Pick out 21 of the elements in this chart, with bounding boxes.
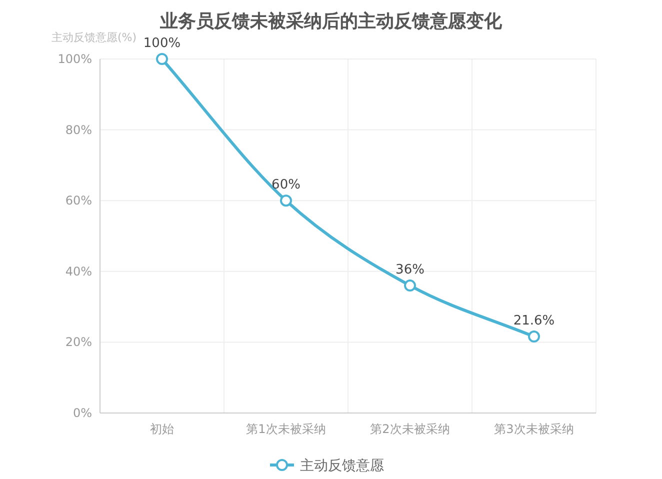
point	[528, 330, 540, 343]
legend-label: 主动反馈意愿	[300, 458, 384, 474]
x-tick-label: 初始	[150, 422, 174, 436]
y-tick-label: 80%	[65, 122, 92, 137]
y-tick-label: 0%	[72, 406, 92, 420]
x-tick-label: 第3次未被采纳	[494, 422, 574, 436]
chart-title: 业务员反馈未被采纳后的主动反馈意愿变化	[159, 11, 503, 32]
y-tick-label: 20%	[65, 335, 92, 350]
x-tick-label: 第1次未被采纳	[246, 422, 326, 436]
data-label: 100%	[143, 36, 181, 51]
x-tick-label: 第2次未被采纳	[370, 422, 450, 436]
y-tick-label: 40%	[65, 264, 92, 278]
point	[404, 280, 416, 292]
point	[280, 194, 292, 207]
data-label: 60%	[272, 178, 300, 193]
y-tick-label: 60%	[65, 194, 92, 208]
data-label: 36%	[396, 262, 424, 278]
data-label: 21.6%	[513, 314, 555, 329]
y-tick-label: 100%	[58, 52, 92, 66]
y-axis-title: 主动反馈意愿(%)	[51, 31, 137, 44]
point	[156, 53, 168, 65]
